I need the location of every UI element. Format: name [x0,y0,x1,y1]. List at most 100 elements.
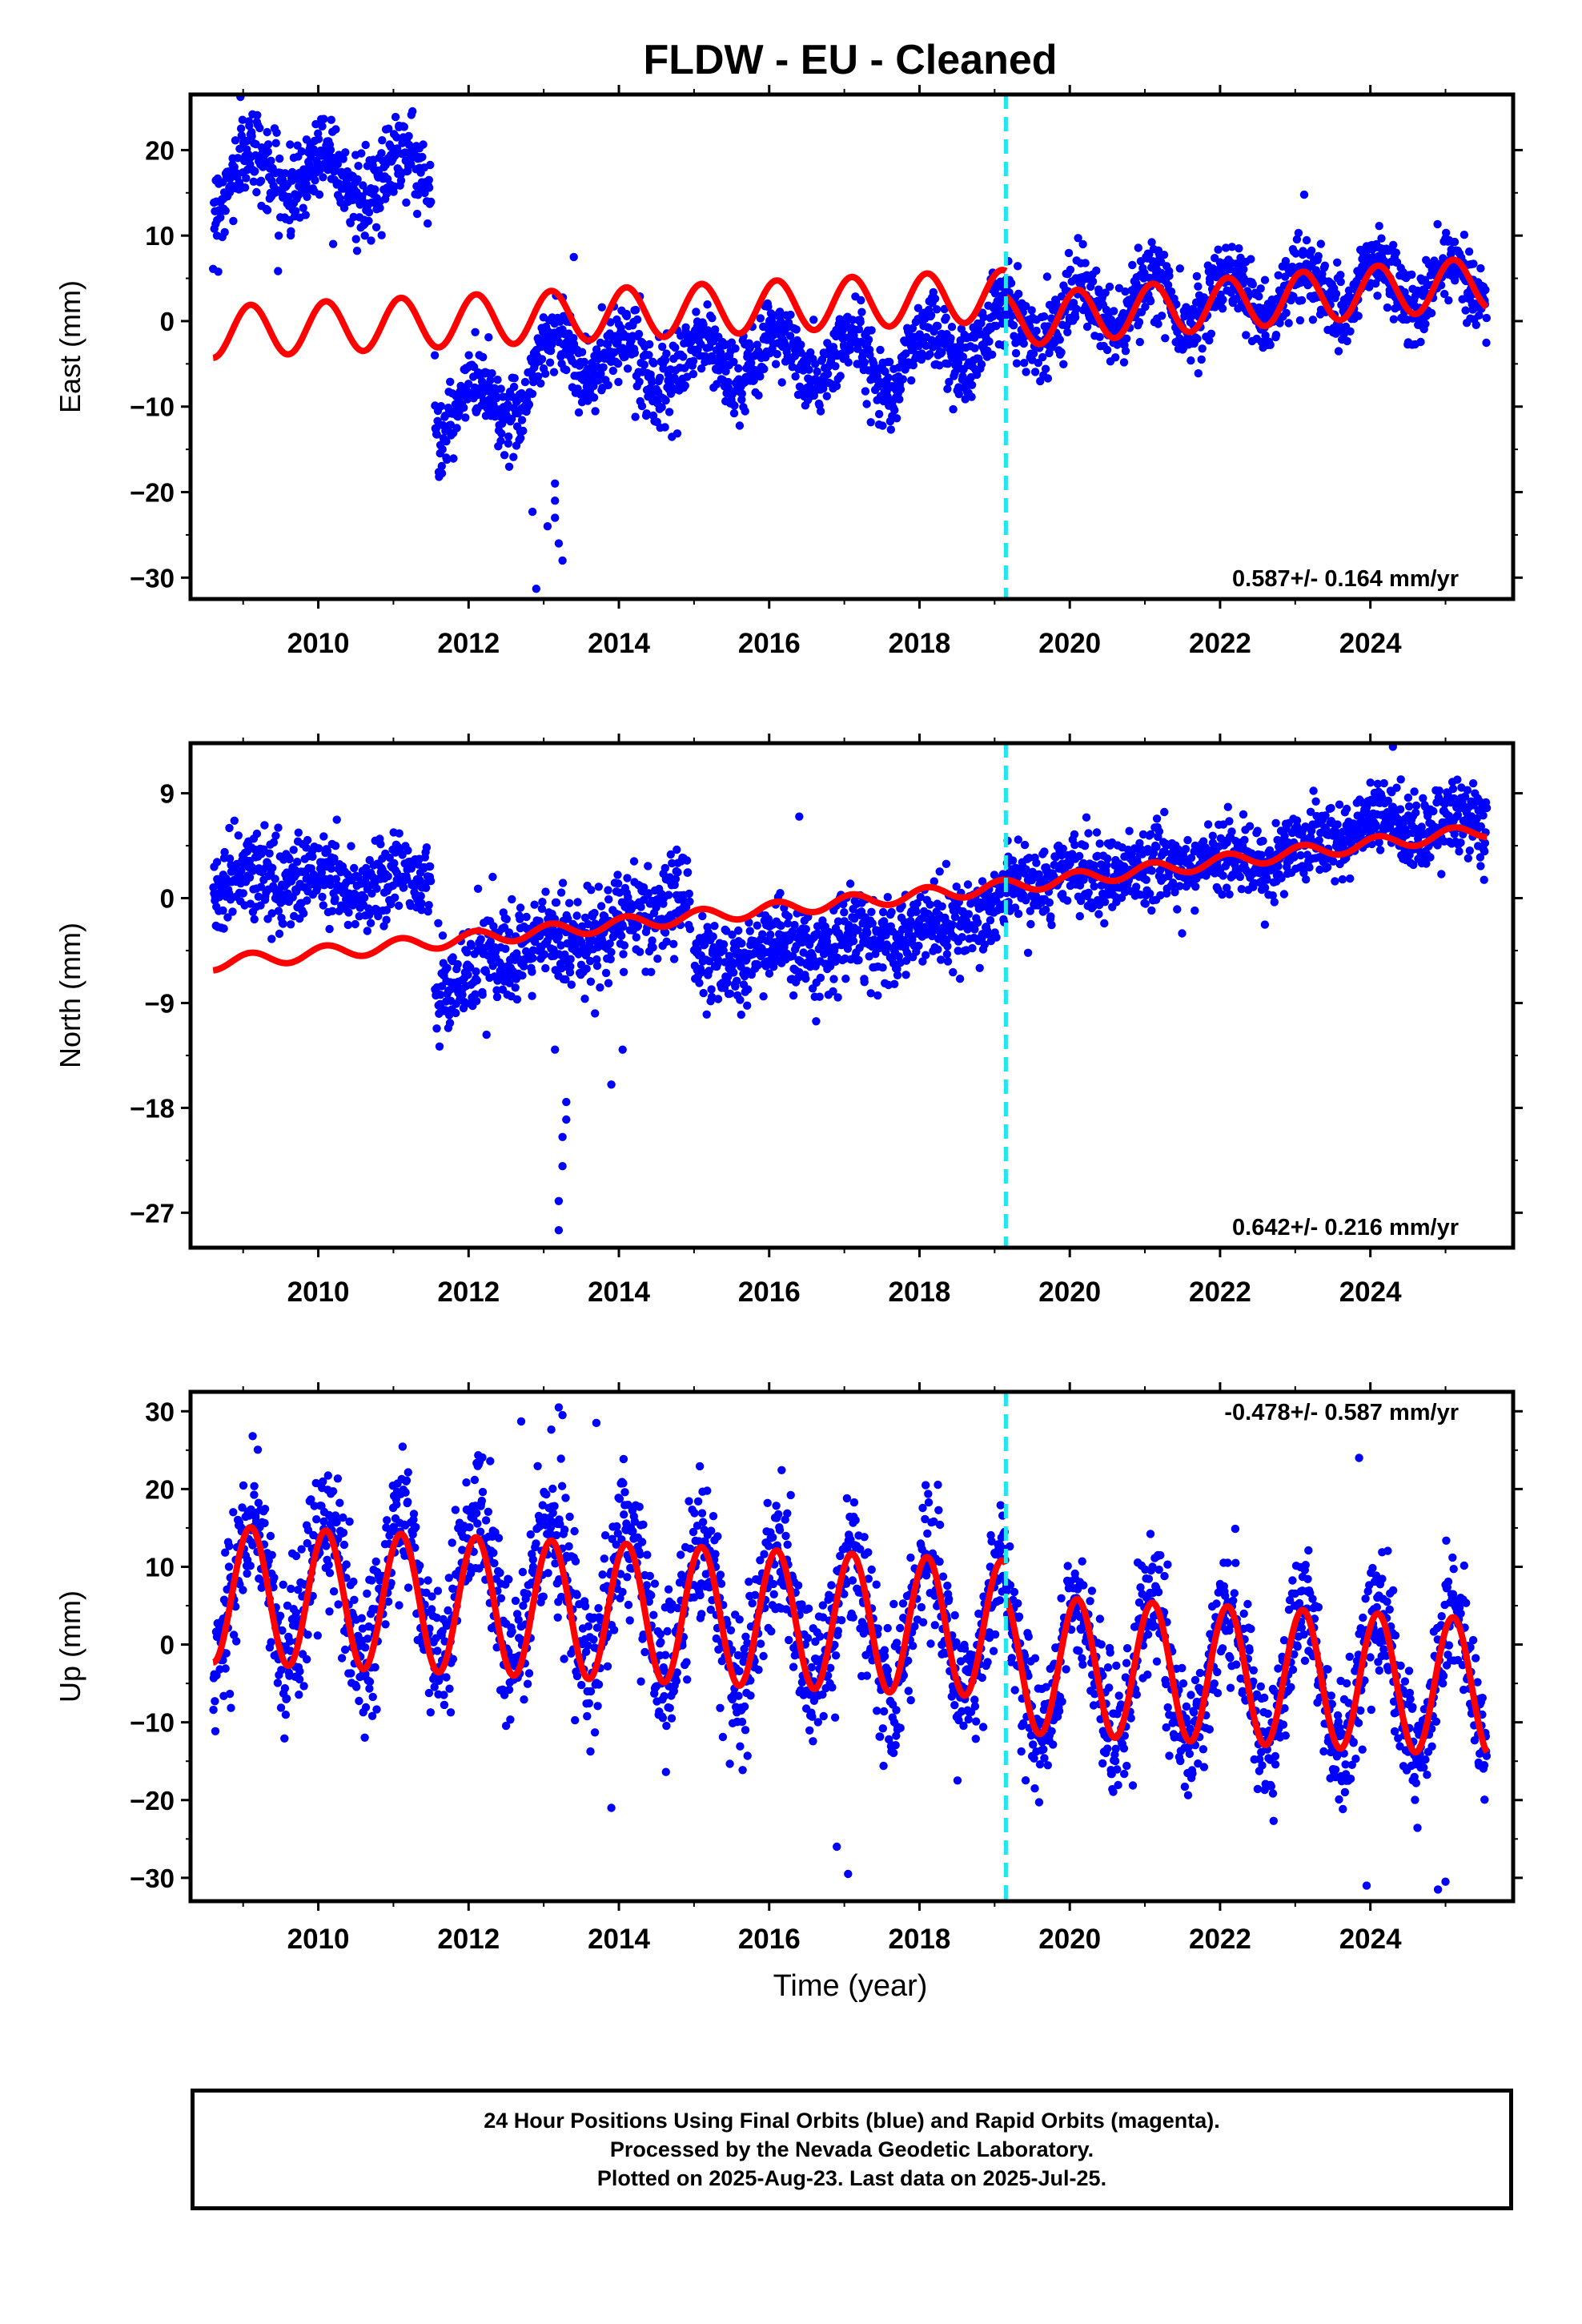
data-point [744,985,753,994]
data-point [565,968,575,977]
data-point [1339,330,1348,339]
data-point [649,359,658,368]
data-point [594,883,603,891]
data-point [537,904,547,914]
data-point [504,432,513,441]
data-point [520,377,530,387]
data-point [926,350,934,359]
data-point [943,942,952,951]
data-point [1090,882,1098,891]
data-point [1046,912,1055,921]
data-point [1045,898,1054,907]
data-point [1270,898,1279,907]
data-point [765,969,774,978]
x-tick-label: 2018 [889,628,951,659]
data-point [504,928,514,937]
data-point [328,239,338,248]
data-point [841,975,850,983]
data-point [407,159,416,169]
data-point [402,198,411,207]
data-point [862,400,871,408]
data-point [822,392,832,400]
data-point [552,898,561,907]
data-point [510,374,519,383]
data-point [934,321,942,331]
plot-frame [188,92,1516,601]
data-point [725,989,735,999]
data-point [1111,353,1120,362]
data-point [685,897,694,907]
data-point [912,907,921,916]
data-point [914,941,923,951]
data-point [586,956,595,966]
data-point [517,416,527,424]
data-point [392,133,401,142]
data-point [1427,308,1436,318]
data-point [516,915,524,923]
data-point [946,334,955,343]
data-point [1070,830,1079,839]
data-point [942,313,950,322]
data-point [1032,326,1041,336]
data-point [819,384,828,393]
data-point [1460,231,1469,239]
data-point [682,856,692,865]
data-point [1279,890,1289,899]
data-point [729,408,739,418]
data-point [231,136,240,145]
data-point [930,294,940,304]
data-point [577,348,587,356]
data-point [623,874,632,883]
data-point [1227,243,1237,251]
data-point [724,384,733,392]
data-point [225,188,235,197]
data-point [438,445,447,454]
data-point [836,372,845,380]
data-point [339,203,349,212]
data-point [1141,303,1150,312]
data-point [545,358,555,367]
data-point [591,407,600,416]
data-point [1110,307,1118,316]
data-point [1314,251,1323,260]
data-point [792,325,801,334]
data-point [942,859,951,869]
data-point [977,360,986,369]
data-point [274,823,283,832]
data-point [1419,292,1427,300]
data-point [267,156,275,165]
data-point [1296,850,1305,860]
data-point [1333,258,1342,267]
data-point [673,868,682,877]
data-point [511,983,520,992]
data-point [220,847,229,857]
data-point [331,125,340,134]
data-point [829,975,838,983]
data-point [364,216,373,225]
data-point [436,402,446,411]
data-point [341,148,350,157]
data-point [1461,306,1470,315]
data-point [729,968,738,977]
data-point [343,920,352,930]
data-point [271,875,279,883]
data-point [1242,331,1251,340]
data-point [286,140,295,149]
data-point [934,945,942,954]
data-point [371,223,381,231]
data-point [472,967,480,976]
data-point [1160,807,1169,817]
y-axis-title: East (mm) [54,280,86,413]
data-point [1047,920,1056,930]
data-point [318,122,327,131]
data-point [967,380,977,389]
data-point [1082,813,1091,822]
data-point [721,367,730,376]
data-point [424,901,433,910]
data-point [1275,319,1284,328]
data-point [840,908,849,917]
data-point [452,1008,460,1018]
data-point [802,359,811,368]
data-point [408,107,417,116]
data-point [671,875,681,883]
